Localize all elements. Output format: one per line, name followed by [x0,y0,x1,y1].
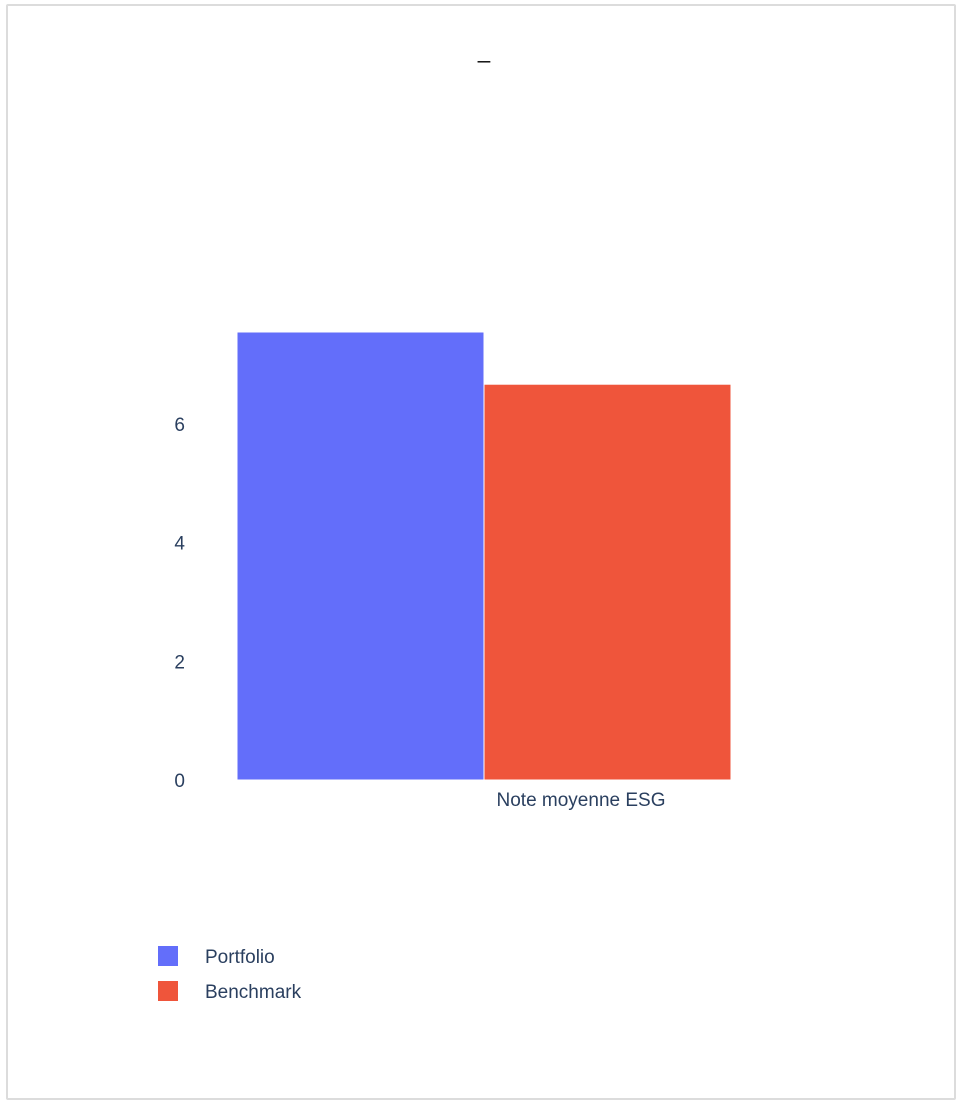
y-tick-label: 2 [174,652,185,673]
legend-swatch [158,946,178,966]
chart-title: _ [477,38,491,63]
y-tick-label: 0 [174,771,185,792]
legend-item-portfolio[interactable]: Portfolio [158,946,275,968]
legend-swatch [158,981,178,1001]
legend-label: Benchmark [205,982,302,1003]
bar-benchmark[interactable] [483,383,732,781]
y-tick-label: 6 [174,415,185,436]
x-axis-ticks: Note moyenne ESG [497,790,666,811]
y-tick-label: 4 [174,534,185,555]
y-axis-ticks: 0 2 4 6 [174,415,185,792]
legend: Portfolio Benchmark [158,946,302,1003]
x-tick-label: Note moyenne ESG [497,790,666,811]
legend-item-benchmark[interactable]: Benchmark [158,981,302,1003]
legend-label: Portfolio [205,947,275,968]
bar-portfolio[interactable] [236,331,485,781]
bars [236,331,732,781]
